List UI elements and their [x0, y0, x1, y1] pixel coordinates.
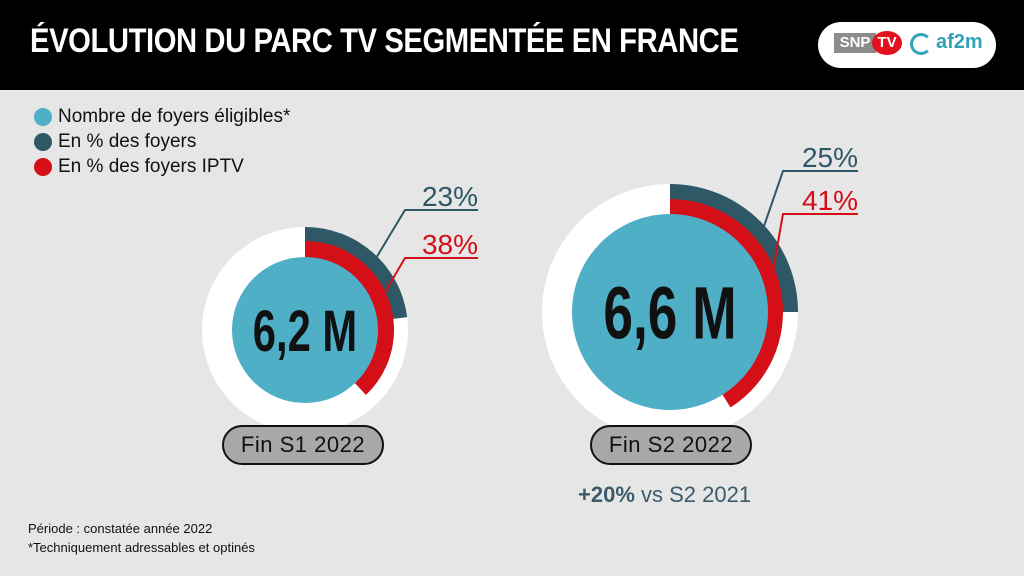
iptv-pct-label-s2: 41% — [802, 185, 858, 216]
chart-legend: Nombre de foyers éligibles* En % des foy… — [34, 104, 290, 179]
leader-foyers-s2 — [760, 170, 858, 235]
legend-swatch-pct-iptv — [34, 157, 52, 176]
legend-item-foyers-eligibles: Nombre de foyers éligibles* — [34, 104, 290, 129]
growth-value: +20% — [578, 482, 635, 507]
leader-iptv-s1 — [379, 257, 478, 301]
header-bar: ÉVOLUTION DU PARC TV SEGMENTÉE EN FRANCE… — [0, 0, 1024, 90]
legend-swatch-foyers-eligibles — [34, 107, 52, 126]
iptv-pct-label-s1: 38% — [422, 229, 478, 260]
foyers-eligibles-center-s2 — [572, 214, 768, 410]
snp-logo-text: SNP — [834, 33, 876, 53]
foyers-pct-label-s2: 25% — [802, 142, 858, 173]
foyers-pct-label-s1: 23% — [422, 181, 478, 212]
foyers-eligibles-center-s1 — [232, 257, 378, 403]
partner-logos: SNP TV af2m — [818, 22, 996, 68]
snptv-logo: SNP TV — [834, 31, 904, 59]
foyers-eligibles-value-s2: 6,6 M — [603, 272, 736, 355]
af2m-ring-icon — [910, 33, 932, 55]
legend-swatch-pct-foyers — [34, 132, 52, 151]
af2m-logo-text: af2m — [936, 31, 983, 53]
tv-logo-text: TV — [872, 31, 902, 55]
legend-label-foyers-eligibles: Nombre de foyers éligibles* — [58, 105, 291, 127]
af2m-logo: af2m — [910, 29, 992, 61]
period-label-s2: Fin S2 2022 — [590, 425, 752, 465]
foyers-eligibles-value-s1: 6,2 M — [253, 298, 357, 363]
footnote-periode: Période : constatée année 2022 — [28, 521, 213, 536]
footnote-note: *Techniquement adressables et optinés — [28, 540, 255, 555]
leader-foyers-s1 — [371, 209, 478, 264]
leader-iptv-s2 — [769, 213, 858, 283]
period-label-s1: Fin S1 2022 — [222, 425, 384, 465]
legend-item-pct-foyers: En % des foyers — [34, 129, 290, 154]
legend-label-pct-iptv: En % des foyers IPTV — [58, 155, 244, 177]
page-title: ÉVOLUTION DU PARC TV SEGMENTÉE EN FRANCE — [30, 22, 739, 60]
growth-text: vs S2 2021 — [634, 482, 752, 507]
growth-annotation: +20% vs S2 2021 — [578, 482, 751, 508]
legend-item-pct-iptv: En % des foyers IPTV — [34, 154, 290, 179]
legend-label-pct-foyers: En % des foyers — [58, 130, 197, 152]
